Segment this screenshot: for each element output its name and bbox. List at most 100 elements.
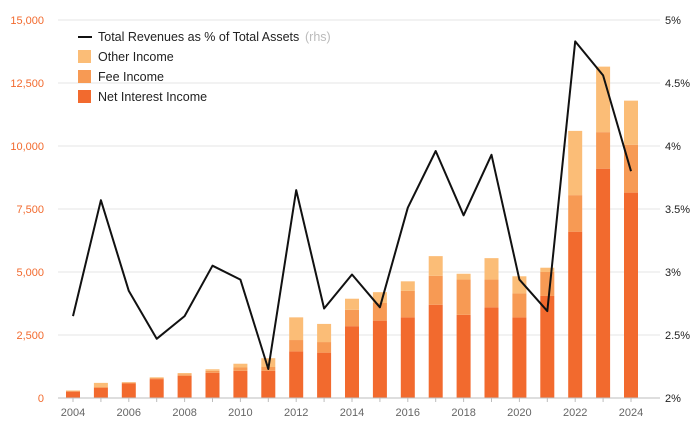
legend-label-fee-income: Fee Income bbox=[98, 70, 164, 84]
bar-other-income bbox=[428, 256, 443, 276]
bar-net-interest-income bbox=[233, 370, 248, 398]
bar-fee-income bbox=[66, 390, 80, 392]
bar-other-income bbox=[484, 258, 499, 280]
legend-label-revenue-pct: Total Revenues as % of Total Assets bbox=[98, 30, 299, 44]
line-layer bbox=[72, 40, 632, 370]
bar-fee-income bbox=[456, 279, 471, 315]
bar-other-income bbox=[345, 298, 359, 310]
bar-net-interest-income bbox=[484, 307, 499, 398]
bar-net-interest-income bbox=[205, 372, 220, 398]
y-left-tick-label: 7,500 bbox=[16, 204, 44, 216]
bar-net-interest-income bbox=[345, 326, 359, 398]
legend-swatch-fee-income bbox=[78, 70, 91, 83]
x-tick-label: 2014 bbox=[340, 407, 364, 419]
bar-other-income bbox=[317, 323, 332, 343]
y-left-tick-label: 2,500 bbox=[16, 330, 44, 342]
gridlines bbox=[58, 19, 660, 336]
x-tick-label: 2018 bbox=[451, 407, 475, 419]
bar-other-income bbox=[66, 390, 80, 391]
bar-fee-income bbox=[484, 279, 499, 308]
bar-fee-income bbox=[596, 132, 611, 169]
bar-other-income bbox=[93, 382, 108, 387]
x-tick-label: 2022 bbox=[563, 407, 587, 419]
line-series-revenue-pct bbox=[72, 40, 632, 370]
bar-other-income bbox=[456, 273, 471, 280]
legend-label-net-interest-income: Net Interest Income bbox=[98, 90, 207, 104]
legend-swatch-net-interest-income bbox=[78, 90, 91, 103]
bar-net-interest-income bbox=[624, 192, 638, 398]
bar-fee-income bbox=[372, 302, 387, 321]
bar-other-income bbox=[149, 377, 164, 379]
bar-fee-income bbox=[428, 275, 443, 305]
bar-other-income bbox=[372, 292, 387, 303]
bar-other-income bbox=[596, 66, 611, 133]
y-right-tick-label: 2% bbox=[665, 393, 681, 405]
bar-fee-income bbox=[345, 309, 359, 327]
bar-fee-income bbox=[205, 370, 220, 373]
y-left-tick-label: 12,500 bbox=[10, 78, 44, 90]
bar-other-income bbox=[540, 267, 555, 272]
x-tick-label: 2016 bbox=[396, 407, 420, 419]
bar-other-income bbox=[233, 363, 248, 368]
bar-fee-income bbox=[121, 382, 136, 384]
bar-net-interest-income bbox=[261, 370, 276, 398]
x-tick-label: 2004 bbox=[61, 407, 85, 419]
y-left-tick-label: 5,000 bbox=[16, 267, 44, 279]
x-tick-label: 2010 bbox=[228, 407, 252, 419]
x-tick-label: 2008 bbox=[172, 407, 196, 419]
bar-net-interest-income bbox=[512, 317, 527, 398]
bar-net-interest-income bbox=[177, 375, 192, 398]
bar-net-interest-income bbox=[121, 383, 136, 398]
bar-net-interest-income bbox=[66, 391, 80, 398]
y-right-tick-label: 3% bbox=[665, 267, 681, 279]
y-right-tick-label: 2.5% bbox=[665, 330, 690, 342]
bar-net-interest-income bbox=[93, 387, 108, 398]
y-left-tick-label: 0 bbox=[38, 393, 44, 405]
bar-other-income bbox=[121, 382, 136, 383]
bar-fee-income bbox=[400, 290, 415, 318]
bar-other-income bbox=[512, 276, 527, 294]
bar-fee-income bbox=[177, 374, 192, 376]
y-right-tick-label: 5% bbox=[665, 15, 681, 27]
x-tick-label: 2020 bbox=[507, 407, 531, 419]
x-tick-label: 2006 bbox=[117, 407, 141, 419]
y-left-tick-label: 10,000 bbox=[10, 141, 44, 153]
y-right-tick-label: 3.5% bbox=[665, 204, 690, 216]
bar-fee-income bbox=[149, 378, 164, 380]
bar-fee-income bbox=[317, 342, 332, 353]
bar-fee-income bbox=[512, 293, 527, 318]
bar-other-income bbox=[205, 369, 220, 371]
bar-other-income bbox=[400, 281, 415, 291]
bar-other-income bbox=[289, 317, 304, 341]
bar-net-interest-income bbox=[596, 168, 611, 398]
y-right-tick-label: 4% bbox=[665, 141, 681, 153]
bar-other-income bbox=[177, 373, 192, 375]
y-right-tick-label: 4.5% bbox=[665, 78, 690, 90]
bar-net-interest-income bbox=[540, 295, 555, 398]
bar-fee-income bbox=[233, 367, 248, 371]
axis-layer: 0 2,500 5,000 7,500 10,000 12,500 15,000 2% 2.5%… bbox=[10, 15, 690, 419]
bar-net-interest-income bbox=[428, 304, 443, 398]
bar-net-interest-income bbox=[317, 352, 332, 398]
bar-net-interest-income bbox=[149, 379, 164, 398]
y-left-tick-label: 15,000 bbox=[10, 15, 44, 27]
bar-other-income bbox=[624, 100, 638, 145]
bar-fee-income bbox=[568, 195, 583, 232]
x-tick-label: 2024 bbox=[619, 407, 643, 419]
bar-layer bbox=[66, 66, 638, 398]
bar-net-interest-income bbox=[456, 314, 471, 398]
bar-net-interest-income bbox=[372, 320, 387, 398]
legend: Total Revenues as % of Total Assets (rhs… bbox=[78, 30, 331, 104]
bar-net-interest-income bbox=[289, 351, 304, 398]
bar-net-interest-income bbox=[568, 231, 583, 398]
x-tick-label: 2012 bbox=[284, 407, 308, 419]
legend-note-rhs: (rhs) bbox=[305, 30, 331, 44]
bar-fee-income bbox=[93, 386, 108, 388]
legend-swatch-other-income bbox=[78, 50, 91, 63]
bar-net-interest-income bbox=[400, 317, 415, 398]
bar-other-income bbox=[568, 130, 583, 196]
legend-label-other-income: Other Income bbox=[98, 50, 174, 64]
bar-fee-income bbox=[289, 340, 304, 352]
bar-fee-income bbox=[540, 272, 555, 296]
